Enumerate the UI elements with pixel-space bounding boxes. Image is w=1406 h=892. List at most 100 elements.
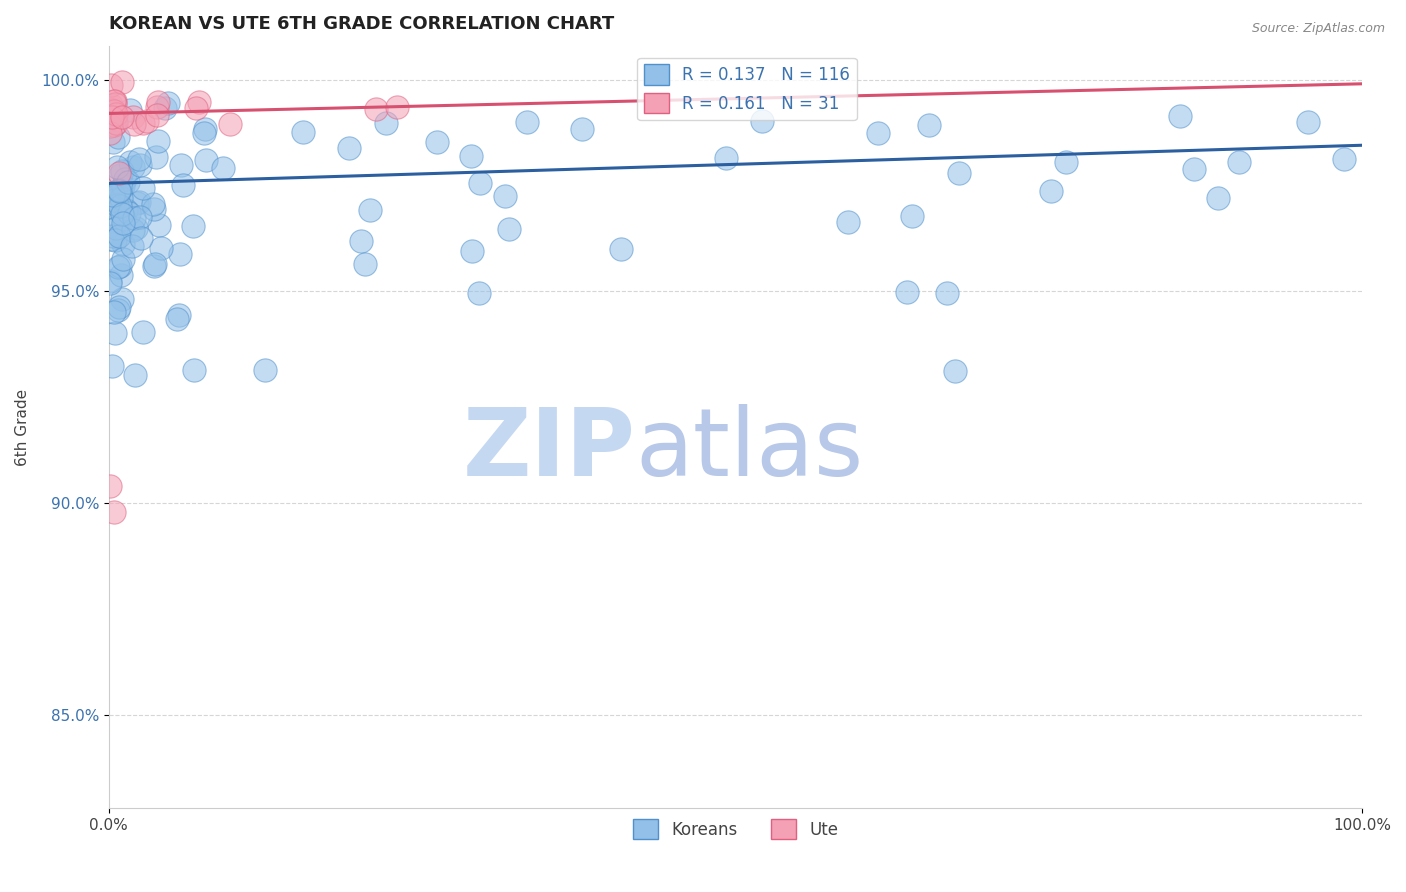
Koreans bbox=[98, 274, 121, 288]
Ute bbox=[188, 95, 211, 109]
Koreans bbox=[103, 193, 125, 207]
Ute bbox=[145, 108, 167, 122]
Koreans bbox=[105, 198, 128, 212]
Koreans bbox=[896, 285, 918, 299]
Koreans bbox=[143, 259, 166, 273]
Koreans bbox=[108, 169, 131, 183]
Ute bbox=[111, 75, 134, 89]
Text: atlas: atlas bbox=[636, 404, 863, 496]
Koreans bbox=[118, 206, 141, 220]
Y-axis label: 6th Grade: 6th Grade bbox=[15, 389, 30, 466]
Koreans bbox=[124, 368, 146, 382]
Ute bbox=[103, 118, 125, 132]
Koreans bbox=[108, 184, 131, 198]
Koreans bbox=[468, 176, 491, 190]
Koreans bbox=[120, 103, 142, 117]
Koreans bbox=[716, 152, 738, 166]
Koreans bbox=[1333, 152, 1355, 166]
Koreans bbox=[111, 207, 134, 221]
Koreans bbox=[110, 268, 132, 282]
Koreans bbox=[181, 219, 204, 234]
Koreans bbox=[112, 211, 135, 226]
Koreans bbox=[98, 276, 121, 290]
Koreans bbox=[169, 158, 191, 172]
Text: KOREAN VS UTE 6TH GRADE CORRELATION CHART: KOREAN VS UTE 6TH GRADE CORRELATION CHAR… bbox=[108, 15, 614, 33]
Koreans bbox=[108, 228, 131, 243]
Koreans bbox=[108, 300, 131, 314]
Koreans bbox=[461, 244, 484, 258]
Ute bbox=[100, 78, 122, 92]
Koreans bbox=[211, 161, 233, 176]
Koreans bbox=[132, 181, 155, 195]
Koreans bbox=[128, 210, 150, 224]
Koreans bbox=[494, 189, 516, 203]
Ute bbox=[101, 103, 124, 117]
Koreans bbox=[516, 115, 538, 129]
Koreans bbox=[359, 202, 381, 217]
Koreans bbox=[127, 195, 149, 210]
Koreans bbox=[751, 113, 773, 128]
Koreans bbox=[122, 211, 145, 225]
Koreans bbox=[122, 160, 145, 174]
Koreans bbox=[183, 363, 205, 377]
Koreans bbox=[167, 308, 190, 322]
Koreans bbox=[194, 122, 217, 136]
Koreans bbox=[105, 161, 128, 175]
Ute bbox=[385, 100, 408, 114]
Koreans bbox=[917, 118, 939, 132]
Koreans bbox=[935, 285, 957, 300]
Koreans bbox=[132, 325, 155, 339]
Koreans bbox=[1182, 162, 1205, 177]
Koreans bbox=[146, 135, 169, 149]
Koreans bbox=[354, 257, 377, 271]
Ute bbox=[103, 103, 125, 118]
Koreans bbox=[112, 237, 135, 252]
Koreans bbox=[571, 122, 593, 136]
Ute bbox=[146, 95, 169, 110]
Ute bbox=[100, 104, 122, 119]
Koreans bbox=[103, 305, 125, 319]
Koreans bbox=[498, 222, 520, 236]
Koreans bbox=[101, 136, 124, 150]
Koreans bbox=[148, 218, 170, 232]
Ute bbox=[104, 115, 127, 129]
Ute bbox=[132, 115, 155, 129]
Koreans bbox=[111, 179, 134, 194]
Ute bbox=[122, 117, 145, 131]
Koreans bbox=[374, 116, 396, 130]
Koreans bbox=[837, 215, 859, 229]
Koreans bbox=[460, 149, 482, 163]
Ute bbox=[105, 107, 128, 121]
Ute bbox=[104, 97, 127, 112]
Koreans bbox=[142, 197, 165, 211]
Koreans bbox=[1170, 110, 1192, 124]
Koreans bbox=[110, 191, 132, 205]
Koreans bbox=[107, 188, 129, 202]
Ute bbox=[122, 110, 145, 124]
Koreans bbox=[943, 364, 966, 378]
Koreans bbox=[1296, 114, 1319, 128]
Koreans bbox=[901, 209, 924, 223]
Ute bbox=[101, 110, 124, 124]
Koreans bbox=[866, 126, 889, 140]
Koreans bbox=[108, 183, 131, 197]
Koreans bbox=[104, 326, 127, 341]
Koreans bbox=[254, 363, 277, 377]
Koreans bbox=[169, 247, 191, 261]
Koreans bbox=[107, 303, 129, 318]
Koreans bbox=[166, 312, 188, 326]
Koreans bbox=[121, 223, 143, 237]
Koreans bbox=[143, 257, 166, 271]
Koreans bbox=[121, 239, 143, 253]
Koreans bbox=[172, 178, 194, 192]
Koreans bbox=[948, 166, 970, 180]
Koreans bbox=[107, 129, 129, 144]
Koreans bbox=[107, 260, 129, 274]
Ute bbox=[100, 479, 122, 493]
Koreans bbox=[111, 180, 134, 194]
Koreans bbox=[193, 127, 215, 141]
Koreans bbox=[98, 191, 121, 205]
Koreans bbox=[114, 172, 136, 186]
Ute bbox=[98, 126, 121, 140]
Koreans bbox=[108, 212, 131, 227]
